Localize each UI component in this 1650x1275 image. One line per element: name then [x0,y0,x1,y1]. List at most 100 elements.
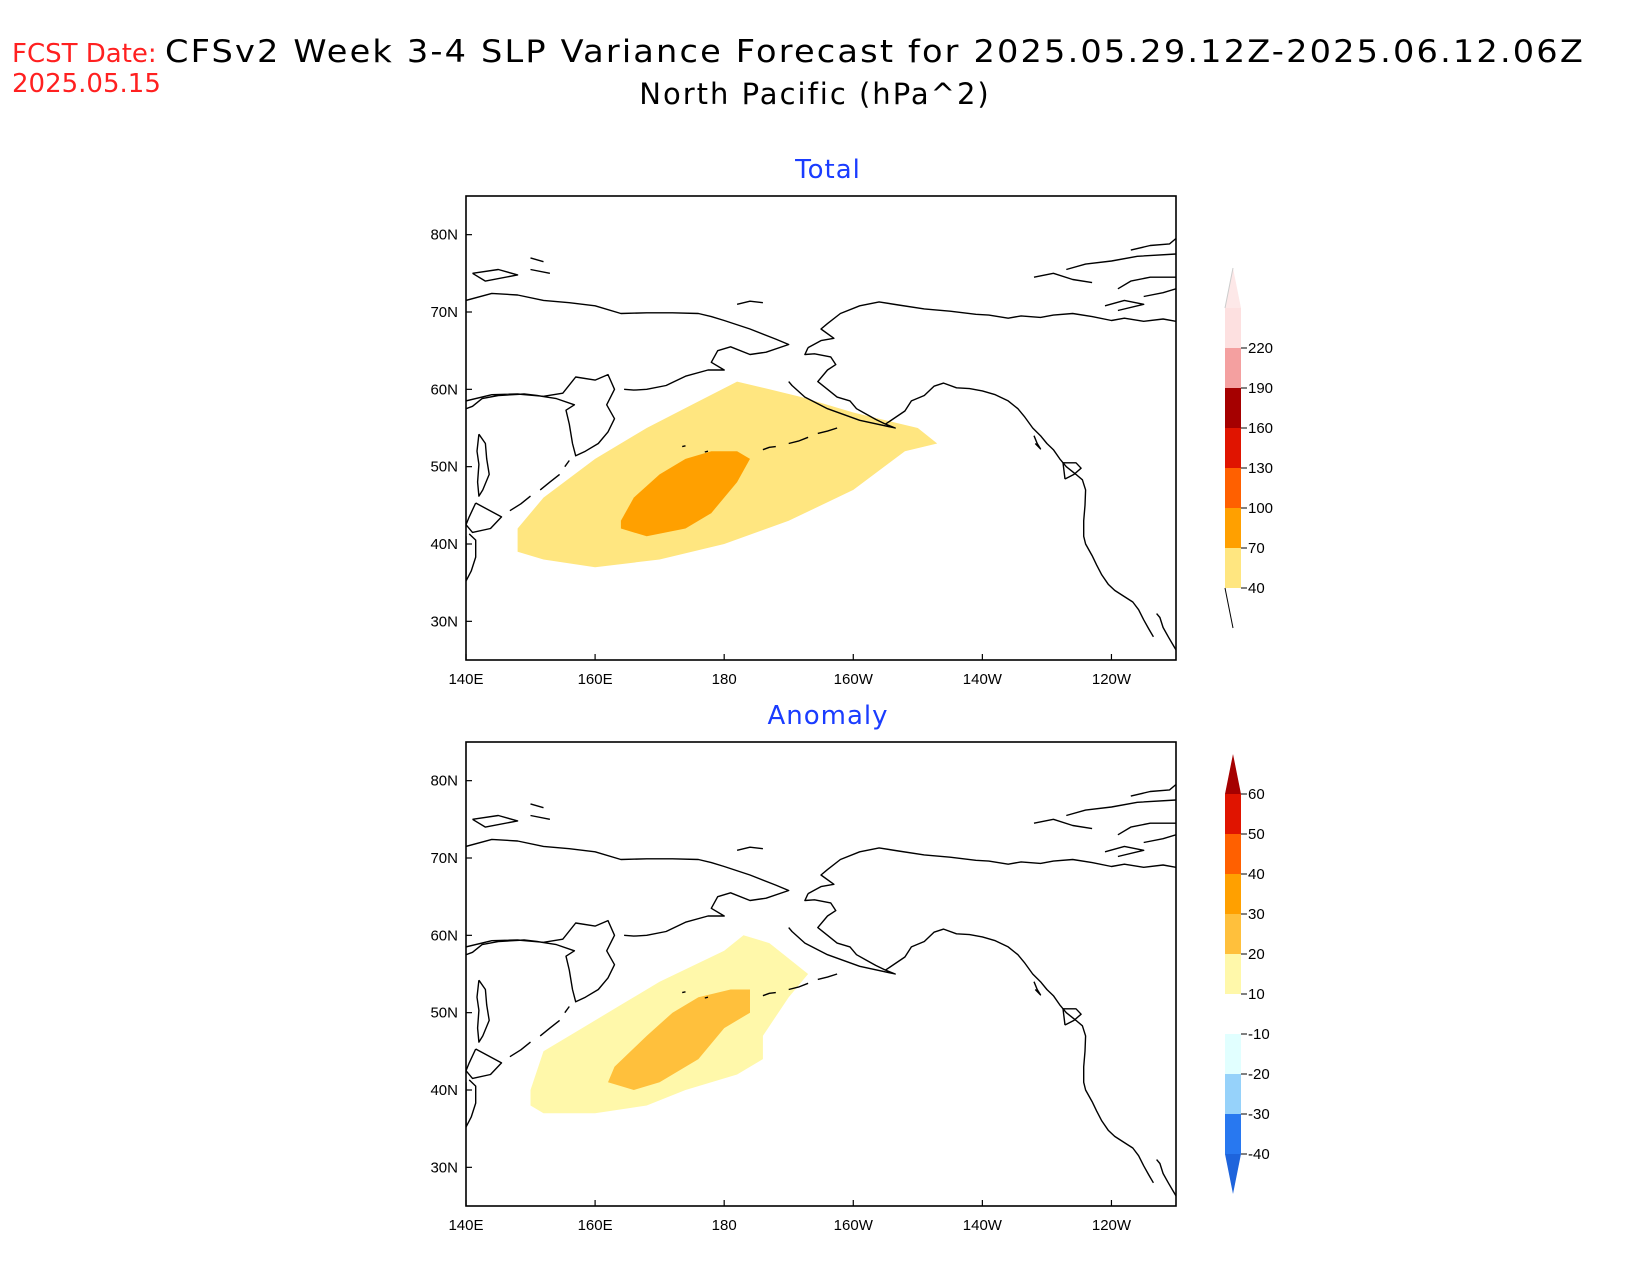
panel-title-anomaly: Anomaly [767,701,888,731]
y-tick-label: 70N [430,304,458,321]
coastline-segment [1104,299,1145,312]
coastline-segment [1130,237,1176,251]
coastline-segment [564,460,570,468]
colorbar-bottom-arrow [1225,588,1241,628]
coastline-segment [817,427,838,435]
shading-total [517,381,938,568]
y-tick-label: 80N [430,227,458,244]
coastline-segment [704,450,709,453]
colorbar-segment [1225,1074,1241,1114]
coastline-segment [1143,834,1176,844]
fcst-date-label: FCST Date: [12,39,157,69]
coastline-segment [807,847,1176,895]
colorbar-total: 40 70 100 130 160 190 220 [1224,267,1273,629]
colorbar-label: 50 [1248,826,1265,843]
colorbar-segment [1225,834,1241,874]
x-tick-label: 160W [834,1217,874,1234]
coastline-segment [788,893,896,975]
panel-title-total: Total [794,155,861,185]
coastline-segment [539,1019,561,1037]
colorbar-segment [1225,914,1241,954]
colorbar-label: 30 [1248,906,1265,923]
coastline-segment [1033,818,1093,830]
shaded-region-20 [608,989,750,1090]
colorbar-segment [1225,548,1241,588]
panel-total: Total 140E 160E 180 160W 140W 120W 30N 40N 50N 60… [430,155,1273,688]
x-tick-label: 160E [578,1217,613,1234]
y-tick-label: 30N [430,1159,458,1176]
coastline-segment [1066,799,1176,817]
coastline-segment [509,495,531,512]
coastline-segment [736,300,763,305]
shaded-region-70 [620,451,750,537]
coastline-segment [466,838,790,937]
colorbar-label: 40 [1248,580,1265,597]
colorbar-segment [1225,468,1241,508]
coastline-segment [1104,845,1145,858]
x-tick-label: 120W [1092,671,1132,688]
colorbar-segment [1225,794,1241,834]
coastline-segment [466,1079,477,1128]
fcst-date-value: 2025.05.15 [12,69,161,99]
colorbar-label: 60 [1248,786,1265,803]
coastline-segment [1062,1008,1082,1026]
y-tick-label: 50N [430,1005,458,1022]
colorbar-segment [1225,1114,1241,1154]
y-tick-label: 70N [430,850,458,867]
coastline-segment [509,1041,531,1058]
coastline-segment [1033,981,1042,996]
coastline-segment [704,996,709,999]
coastline-segment [466,919,616,1003]
coastline-segment [1033,272,1093,284]
x-tick-label: 140W [963,671,1003,688]
coastline-segment [466,502,503,534]
colorbar-bottom-arrow-edge [1224,587,1234,629]
coastline-segment [788,982,809,991]
colorbar-segment [1225,994,1241,1034]
colorbar-segment [1225,874,1241,914]
shading-anomaly [530,935,809,1114]
coastline-segment [1143,288,1176,298]
colorbar-anomaly: -40 -30 -20 -10 10 20 30 40 50 60 [1225,754,1270,1194]
colorbar-label: 220 [1248,340,1273,357]
coastline-segment [530,268,551,274]
x-tick-label: 140W [963,1217,1003,1234]
colorbar-segment [1225,1034,1241,1074]
coastline-segment [466,533,477,582]
figure-title: CFSv2 Week 3-4 SLP Variance Forecast for… [165,34,1585,70]
coastline-segment [1062,462,1082,480]
colorbar-top-arrow [1225,754,1241,794]
x-tick-label: 180 [712,1217,737,1234]
colorbar-top-arrow [1225,268,1241,308]
coastline-segment [530,814,551,820]
colorbar-label: 100 [1248,500,1273,517]
coastline-segment [682,991,686,994]
colorbar-top-arrow-edge [1224,267,1234,309]
colorbar-label: 10 [1248,986,1265,1003]
colorbar-label: 130 [1248,460,1273,477]
colorbar-label: 20 [1248,946,1265,963]
coastline-segment [472,268,519,282]
coastline-segment [1066,253,1176,271]
colorbar-label: 70 [1248,540,1265,557]
colorbar-label: -10 [1248,1026,1270,1043]
map-frame-anomaly [465,741,1177,1207]
coastline-segment [817,973,838,981]
y-tick-label: 50N [430,459,458,476]
colorbar-segment [1225,428,1241,468]
coastlines-anomaly [466,783,1176,1197]
coastlines-total [466,237,1176,651]
coastline-segment [762,445,776,451]
coastline-segment [885,382,1155,638]
y-tick-label: 60N [430,927,458,944]
colorbar-segment [1225,388,1241,428]
axes-total: 140E 160E 180 160W 140W 120W 30N 40N 50N 60N 70N 80… [430,227,1131,688]
colorbar-label: -40 [1248,1146,1270,1163]
panel-anomaly: Anomaly 140E 160E 180 160W 140W 120W 30N 40N 50N… [430,701,1269,1234]
coastline-segment [682,445,686,448]
coastline-segment [788,347,896,429]
coastline-segment [1156,1159,1176,1197]
colorbar-label: 40 [1248,866,1265,883]
coastline-segment [762,991,776,997]
